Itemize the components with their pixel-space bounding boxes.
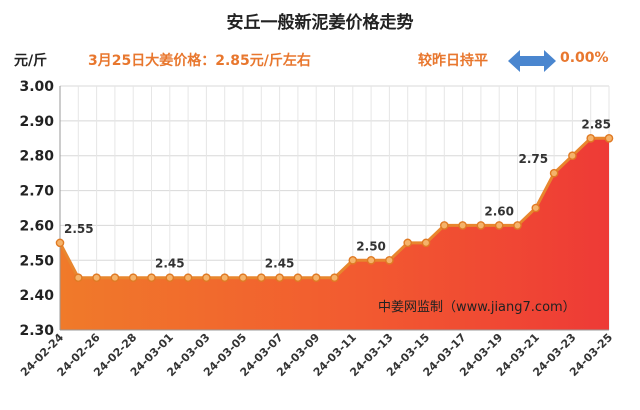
data-point	[311, 273, 321, 283]
data-point	[403, 238, 413, 248]
y-unit-label: 元/斤	[14, 53, 48, 69]
data-point	[385, 255, 394, 265]
data-point	[147, 273, 156, 283]
data-point	[549, 168, 559, 178]
double-arrow-icon	[508, 50, 556, 72]
y-tick-label: 2.60	[19, 218, 54, 234]
data-point	[330, 273, 339, 283]
data-points	[55, 133, 614, 283]
data-label: 2.60	[484, 204, 514, 218]
y-tick-label: 2.30	[19, 323, 54, 339]
data-point	[439, 221, 449, 230]
data-point	[458, 221, 467, 230]
data-point	[348, 255, 358, 265]
data-label: 2.45	[265, 257, 295, 271]
chart-title: 安丘一般新泥姜价格走势	[226, 13, 414, 33]
data-point	[238, 273, 248, 283]
data-point	[568, 151, 577, 161]
y-tick-label: 3.00	[19, 79, 54, 95]
data-label: 2.55	[64, 222, 94, 236]
data-point	[55, 238, 65, 248]
data-point	[220, 273, 229, 283]
price-note: 3月25日大姜价格：2.85元/斤左右	[88, 53, 311, 69]
y-tick-label: 2.80	[19, 149, 54, 165]
watermark-annotation: 中姜网监制（www.jiang7.com）	[378, 300, 576, 315]
data-point	[421, 238, 431, 248]
data-label: 2.45	[155, 257, 185, 271]
data-point	[586, 133, 596, 143]
data-point	[494, 221, 504, 230]
data-point	[604, 133, 614, 143]
data-point	[128, 273, 138, 283]
data-label: 2.50	[356, 239, 386, 253]
y-tick-label: 2.40	[19, 288, 54, 304]
data-point	[256, 273, 266, 283]
data-point	[74, 273, 83, 283]
y-tick-label: 2.50	[19, 253, 54, 269]
data-point	[531, 203, 541, 213]
data-label: 2.75	[518, 152, 548, 166]
data-point	[293, 273, 303, 283]
data-point	[183, 273, 193, 283]
data-label: 2.85	[581, 117, 611, 131]
y-tick-label: 2.90	[19, 114, 54, 130]
data-labels: 2.55 2.45 2.45 2.50 2.60 2.75 2.85	[64, 117, 611, 270]
data-point	[202, 273, 211, 283]
data-point	[110, 273, 120, 283]
y-tick-label: 2.70	[19, 184, 54, 200]
data-point	[275, 273, 284, 283]
change-percent: 0.00%	[560, 50, 609, 66]
data-point	[476, 221, 486, 230]
data-point	[366, 255, 376, 265]
compare-label: 较昨日持平	[418, 53, 488, 69]
data-point	[92, 273, 101, 283]
price-area	[60, 138, 609, 330]
data-point	[165, 273, 175, 283]
data-point	[513, 221, 522, 230]
